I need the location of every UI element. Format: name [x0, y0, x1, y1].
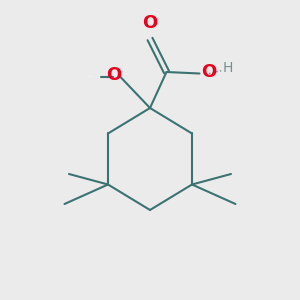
Text: O: O	[106, 66, 122, 84]
Text: O: O	[142, 14, 158, 32]
Text: O: O	[201, 63, 216, 81]
Text: H: H	[222, 61, 233, 74]
Text: methyl: methyl	[89, 76, 94, 77]
